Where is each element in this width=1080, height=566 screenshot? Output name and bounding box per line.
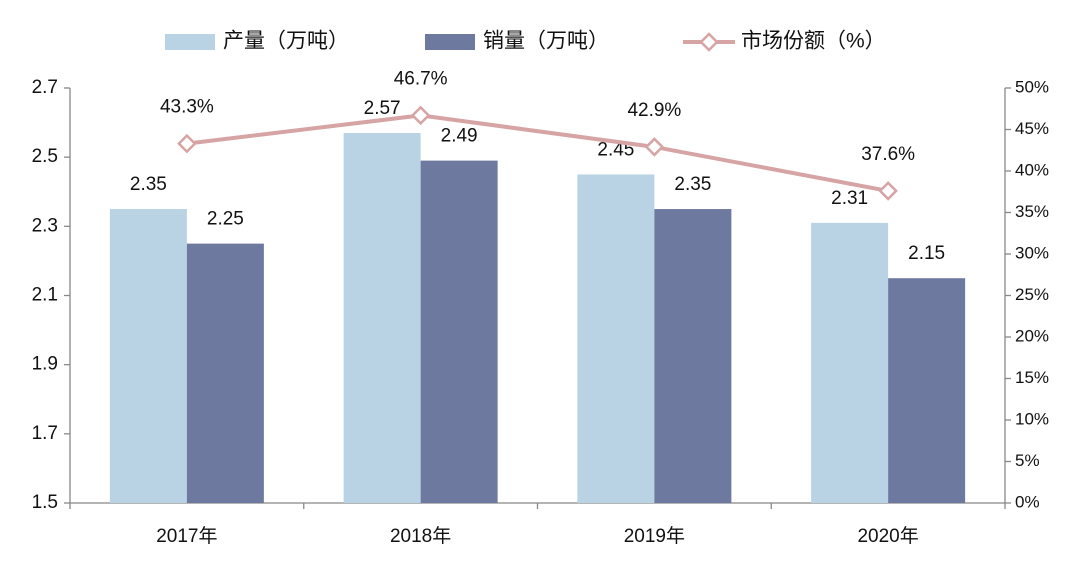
y2-tick-label: 35% (1015, 202, 1049, 221)
y2-tick-label: 25% (1015, 285, 1049, 304)
y-tick-label: 2.7 (32, 77, 58, 98)
bar-value-label: 2.31 (831, 188, 868, 209)
line-value-label: 37.6% (861, 144, 915, 165)
line-marker (878, 181, 898, 201)
y2-tick-label: 5% (1015, 451, 1040, 470)
y2-tick-label: 0% (1015, 492, 1040, 511)
legend-label: 产量（万吨） (223, 30, 349, 53)
y-tick-label: 1.9 (32, 354, 58, 375)
y2-tick-label: 10% (1015, 409, 1049, 428)
bar (577, 174, 655, 504)
bar-value-label: 2.49 (441, 126, 478, 147)
y-tick-label: 1.5 (32, 492, 58, 513)
y-tick-label: 2.1 (32, 285, 58, 306)
bar (420, 160, 498, 503)
bar (109, 209, 187, 503)
bar-value-label: 2.25 (207, 209, 244, 230)
y2-tick-label: 30% (1015, 243, 1049, 262)
y-tick-label: 1.7 (32, 423, 58, 444)
y-tick-label: 2.5 (32, 146, 58, 167)
x-tick-label: 2018年 (390, 525, 451, 547)
y-tick-label: 2.3 (32, 215, 58, 236)
line-marker (177, 133, 197, 154)
line-marker (644, 137, 665, 157)
bar-value-label: 2.15 (908, 243, 945, 264)
bar (186, 243, 264, 503)
x-tick-label: 2017年 (156, 525, 217, 547)
bar (654, 209, 732, 503)
bar (888, 278, 966, 503)
bar (343, 132, 421, 504)
legend-swatch (425, 34, 475, 50)
y2-tick-label: 40% (1015, 160, 1049, 179)
line-marker (410, 105, 431, 126)
y2-tick-label: 15% (1015, 368, 1049, 387)
legend-label: 销量（万吨） (483, 30, 609, 53)
line-value-label: 42.9% (627, 100, 681, 121)
line-value-label: 46.7% (394, 68, 448, 89)
legend-label: 市场份额（%） (741, 30, 886, 53)
y2-tick-label: 20% (1015, 326, 1049, 345)
bar-value-label: 2.57 (364, 98, 401, 119)
bar-value-label: 2.35 (674, 174, 711, 195)
bar-value-label: 2.35 (130, 174, 167, 195)
legend-swatch (165, 34, 215, 50)
line-value-label: 43.3% (160, 97, 214, 118)
line (186, 113, 889, 193)
bar (811, 222, 889, 503)
x-tick-label: 2020年 (857, 525, 918, 547)
legend-marker (699, 32, 719, 52)
y2-tick-label: 45% (1015, 119, 1049, 138)
y2-tick-label: 50% (1015, 77, 1049, 96)
x-tick-label: 2019年 (624, 525, 685, 547)
